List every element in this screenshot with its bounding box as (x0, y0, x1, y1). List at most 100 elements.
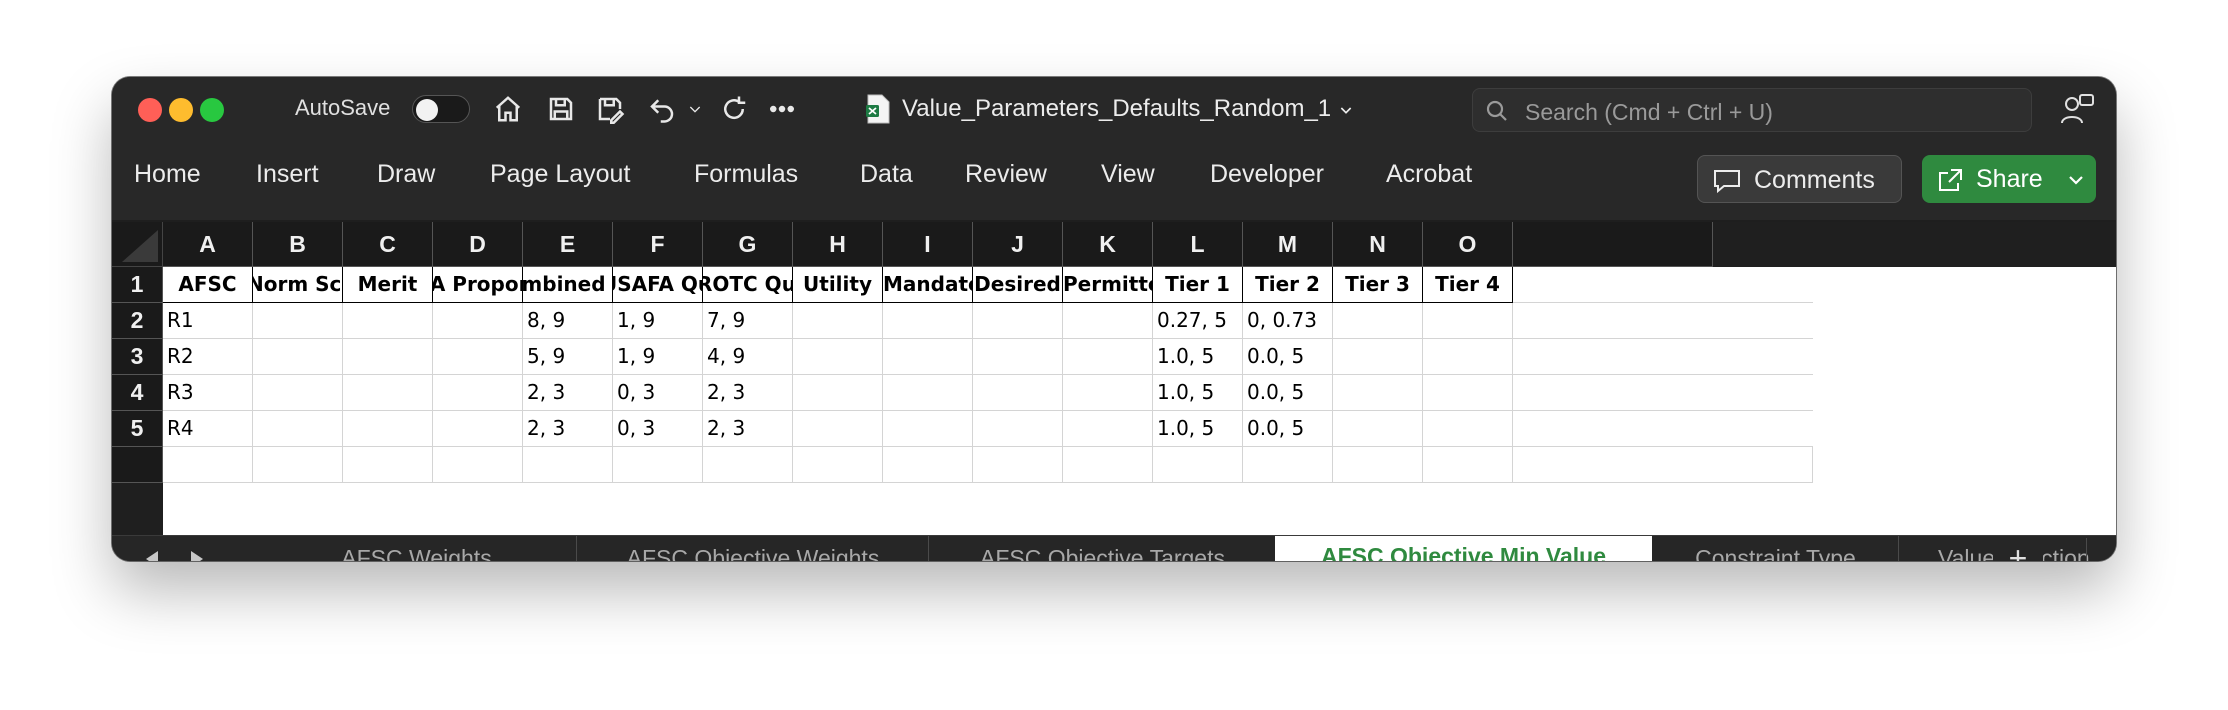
row-header-3[interactable]: 3 (112, 339, 163, 375)
table-cell[interactable]: 5, 9 (523, 339, 613, 375)
collaboration-icon[interactable] (2058, 91, 2096, 129)
header-cell[interactable]: Merit (343, 267, 433, 303)
table-cell[interactable]: 2, 3 (703, 375, 793, 411)
empty-cell[interactable] (1513, 339, 1813, 375)
table-cell[interactable] (1333, 375, 1423, 411)
select-all-corner[interactable] (112, 222, 163, 267)
save-as-icon[interactable] (592, 91, 628, 127)
table-cell[interactable]: 0, 3 (613, 411, 703, 447)
tab-view[interactable]: View (1101, 160, 1155, 188)
empty-cell[interactable] (883, 447, 973, 483)
table-cell[interactable] (973, 339, 1063, 375)
minimize-window-button[interactable] (169, 98, 193, 122)
table-cell[interactable]: 2, 3 (523, 411, 613, 447)
table-cell[interactable]: 0.0, 5 (1243, 411, 1333, 447)
table-cell[interactable]: 0.27, 5 (1153, 303, 1243, 339)
table-cell[interactable]: 7, 9 (703, 303, 793, 339)
table-cell[interactable]: 1, 9 (613, 303, 703, 339)
close-window-button[interactable] (138, 98, 162, 122)
empty-cell[interactable] (1153, 447, 1243, 483)
row-header-1[interactable]: 1 (112, 267, 163, 303)
search-input[interactable]: Search (Cmd + Ctrl + U) (1472, 88, 2032, 132)
home-icon[interactable] (490, 91, 526, 127)
table-cell[interactable]: 0, 3 (613, 375, 703, 411)
column-header-d[interactable]: D (433, 222, 523, 267)
tab-page-layout[interactable]: Page Layout (490, 160, 631, 188)
tab-insert[interactable]: Insert (256, 160, 319, 188)
table-cell[interactable]: 4, 9 (703, 339, 793, 375)
table-cell[interactable]: 0, 0.73 (1243, 303, 1333, 339)
header-cell[interactable]: Tier 1 (1153, 267, 1243, 303)
empty-cell[interactable] (433, 447, 523, 483)
column-header-j[interactable]: J (973, 222, 1063, 267)
header-cell[interactable]: Permitted (1063, 267, 1153, 303)
table-cell[interactable]: 1.0, 5 (1153, 375, 1243, 411)
prev-sheet-arrow-icon[interactable] (142, 548, 162, 561)
table-cell[interactable]: 0.0, 5 (1243, 339, 1333, 375)
empty-cell[interactable] (793, 447, 883, 483)
column-header-c[interactable]: C (343, 222, 433, 267)
table-cell[interactable]: 8, 9 (523, 303, 613, 339)
table-cell[interactable]: 1.0, 5 (1153, 411, 1243, 447)
table-cell[interactable] (793, 339, 883, 375)
header-cell[interactable]: Tier 2 (1243, 267, 1333, 303)
row-header-2[interactable]: 2 (112, 303, 163, 339)
next-sheet-arrow-icon[interactable] (187, 548, 207, 561)
sheet-tab-constraint-type[interactable]: Constraint Type (1653, 536, 1899, 561)
column-header-n[interactable]: N (1333, 222, 1423, 267)
column-header-h[interactable]: H (793, 222, 883, 267)
table-cell[interactable] (883, 375, 973, 411)
empty-cell[interactable] (703, 447, 793, 483)
table-cell[interactable]: 1.0, 5 (1153, 339, 1243, 375)
maximize-window-button[interactable] (200, 98, 224, 122)
table-cell[interactable] (793, 375, 883, 411)
share-button[interactable]: Share (1922, 155, 2096, 203)
sheet-tab-afsc-objective-targets[interactable]: AFSC Objective Targets (979, 544, 1225, 562)
save-icon[interactable] (543, 91, 579, 127)
table-cell[interactable] (253, 339, 343, 375)
table-cell[interactable] (1423, 303, 1513, 339)
column-header-a[interactable]: A (163, 222, 253, 267)
sheet-tab-afsc-objective-weights[interactable]: AFSC Objective Weights (578, 536, 929, 561)
header-cell[interactable]: Desired (973, 267, 1063, 303)
redo-refresh-icon[interactable] (716, 91, 752, 127)
empty-cell[interactable] (1513, 411, 1813, 447)
sheet-tab-afsc-weights[interactable]: AFSC Weights (227, 536, 577, 561)
empty-cell[interactable] (1513, 375, 1813, 411)
table-cell[interactable] (433, 411, 523, 447)
table-cell[interactable]: R2 (163, 339, 253, 375)
table-cell[interactable] (433, 375, 523, 411)
table-cell[interactable]: R1 (163, 303, 253, 339)
table-cell[interactable] (1333, 411, 1423, 447)
empty-cell[interactable] (523, 447, 613, 483)
undo-dropdown-chevron-icon[interactable] (685, 91, 705, 127)
header-cell[interactable]: USAFA Quota (613, 267, 703, 303)
empty-cell[interactable] (163, 447, 253, 483)
header-cell[interactable]: Utility (793, 267, 883, 303)
table-cell[interactable] (973, 411, 1063, 447)
table-cell[interactable] (1063, 411, 1153, 447)
table-cell[interactable] (433, 339, 523, 375)
header-cell[interactable]: Mandatory (883, 267, 973, 303)
tab-draw[interactable]: Draw (377, 160, 436, 188)
column-header-f[interactable]: F (613, 222, 703, 267)
table-cell[interactable] (883, 303, 973, 339)
header-cell[interactable]: ROTC Quota (703, 267, 793, 303)
table-cell[interactable] (883, 339, 973, 375)
empty-cell[interactable] (973, 447, 1063, 483)
table-cell[interactable] (1423, 375, 1513, 411)
row-header-4[interactable]: 4 (112, 375, 163, 411)
column-header-g[interactable]: G (703, 222, 793, 267)
header-cell[interactable]: Norm Score (253, 267, 343, 303)
empty-cell[interactable] (1063, 447, 1153, 483)
empty-cell[interactable] (1423, 447, 1513, 483)
table-cell[interactable]: R3 (163, 375, 253, 411)
header-cell[interactable]: Tier 4 (1423, 267, 1513, 303)
column-header-i[interactable]: I (883, 222, 973, 267)
table-cell[interactable] (343, 339, 433, 375)
add-sheet-button[interactable]: + (1993, 542, 2043, 561)
empty-cell[interactable] (343, 447, 433, 483)
tab-developer[interactable]: Developer (1210, 160, 1324, 188)
table-cell[interactable] (253, 375, 343, 411)
table-cell[interactable] (433, 303, 523, 339)
